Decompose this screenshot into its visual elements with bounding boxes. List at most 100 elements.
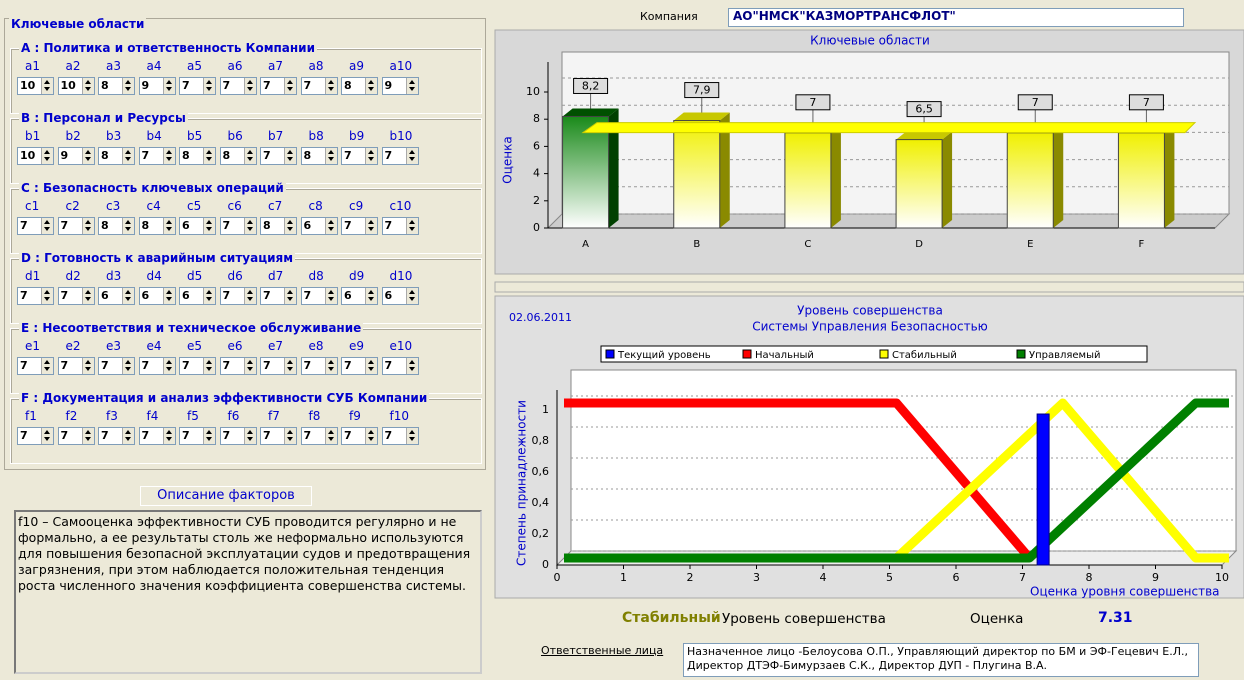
factor-spinner[interactable]: 7 (260, 357, 297, 375)
spinner-buttons[interactable] (41, 288, 53, 304)
factor-spinner[interactable]: 6 (300, 217, 338, 235)
spinner-buttons[interactable] (162, 148, 175, 164)
factor-spinner[interactable]: 7 (260, 147, 297, 165)
spin-up[interactable] (287, 430, 293, 434)
spin-down[interactable] (206, 297, 212, 301)
spin-down[interactable] (125, 157, 131, 161)
spinner-buttons[interactable] (324, 148, 337, 164)
spin-up[interactable] (84, 150, 91, 154)
spinner-buttons[interactable] (243, 148, 256, 164)
spin-up[interactable] (408, 80, 415, 84)
spin-up[interactable] (165, 150, 172, 154)
factor-spinner[interactable]: 8 (219, 147, 257, 165)
spin-down[interactable] (84, 157, 91, 161)
spin-up[interactable] (206, 220, 212, 224)
spinner-buttons[interactable] (81, 148, 94, 164)
factor-spinner[interactable]: 10 (17, 147, 54, 165)
factor-spinner[interactable]: 7 (260, 427, 297, 445)
spin-down[interactable] (165, 437, 172, 441)
spin-down[interactable] (408, 297, 415, 301)
spin-down[interactable] (84, 297, 91, 301)
spinner-buttons[interactable] (162, 288, 175, 304)
spin-up[interactable] (287, 150, 293, 154)
spinner-buttons[interactable] (41, 358, 53, 374)
spin-up[interactable] (44, 150, 50, 154)
spin-up[interactable] (368, 80, 374, 84)
spin-down[interactable] (327, 297, 334, 301)
spin-up[interactable] (408, 360, 415, 364)
spin-down[interactable] (287, 437, 293, 441)
factor-spinner[interactable]: 7 (381, 357, 419, 375)
spin-up[interactable] (44, 290, 50, 294)
spin-up[interactable] (44, 80, 50, 84)
spin-up[interactable] (327, 290, 334, 294)
spin-down[interactable] (125, 437, 131, 441)
spin-up[interactable] (125, 290, 131, 294)
factor-spinner[interactable]: 6 (179, 217, 216, 235)
spinner-buttons[interactable] (405, 288, 418, 304)
factor-spinner[interactable]: 7 (17, 217, 54, 235)
spinner-buttons[interactable] (203, 358, 215, 374)
spinner-buttons[interactable] (162, 218, 175, 234)
spin-up[interactable] (125, 430, 131, 434)
spin-down[interactable] (246, 437, 253, 441)
factor-spinner[interactable]: 7 (57, 357, 95, 375)
factor-spinner[interactable]: 7 (17, 287, 54, 305)
factor-spinner[interactable]: 7 (57, 427, 95, 445)
spin-up[interactable] (287, 360, 293, 364)
factor-spinner[interactable]: 7 (341, 147, 378, 165)
spin-down[interactable] (44, 437, 50, 441)
spin-down[interactable] (84, 87, 91, 91)
spinner-buttons[interactable] (122, 218, 134, 234)
spin-up[interactable] (84, 290, 91, 294)
factor-spinner[interactable]: 7 (17, 427, 54, 445)
spinner-buttons[interactable] (122, 148, 134, 164)
spin-up[interactable] (246, 80, 253, 84)
spinner-buttons[interactable] (81, 358, 94, 374)
spin-down[interactable] (287, 87, 293, 91)
spin-up[interactable] (206, 150, 212, 154)
spinner-buttons[interactable] (284, 358, 296, 374)
spin-up[interactable] (368, 220, 374, 224)
spinner-buttons[interactable] (284, 78, 296, 94)
factor-spinner[interactable]: 7 (219, 357, 257, 375)
spinner-buttons[interactable] (203, 428, 215, 444)
factor-spinner[interactable]: 8 (179, 147, 216, 165)
spin-up[interactable] (44, 360, 50, 364)
spin-up[interactable] (44, 430, 50, 434)
company-value[interactable]: АО"НМСК"КАЗМОРТРАНСФЛОТ" (728, 8, 1184, 27)
factor-spinner[interactable]: 7 (381, 427, 419, 445)
factor-spinner[interactable]: 7 (219, 427, 257, 445)
spin-up[interactable] (287, 290, 293, 294)
factor-spinner[interactable]: 7 (17, 357, 54, 375)
spinner-buttons[interactable] (243, 218, 256, 234)
factor-spinner[interactable]: 7 (179, 427, 216, 445)
spin-up[interactable] (368, 150, 374, 154)
spin-down[interactable] (408, 157, 415, 161)
spinner-buttons[interactable] (284, 288, 296, 304)
spinner-buttons[interactable] (81, 218, 94, 234)
spinner-buttons[interactable] (324, 288, 337, 304)
spinner-buttons[interactable] (122, 288, 134, 304)
spin-down[interactable] (246, 367, 253, 371)
factor-spinner[interactable]: 7 (260, 77, 297, 95)
factor-spinner[interactable]: 6 (98, 287, 135, 305)
spin-up[interactable] (84, 430, 91, 434)
spin-up[interactable] (327, 80, 334, 84)
spinner-buttons[interactable] (284, 148, 296, 164)
factor-spinner[interactable]: 7 (341, 217, 378, 235)
spinner-buttons[interactable] (41, 148, 53, 164)
spinner-buttons[interactable] (81, 288, 94, 304)
factor-spinner[interactable]: 7 (300, 427, 338, 445)
factor-spinner[interactable]: 10 (17, 77, 54, 95)
factor-spinner[interactable]: 7 (219, 217, 257, 235)
spinner-buttons[interactable] (324, 78, 337, 94)
factor-spinner[interactable]: 8 (98, 147, 135, 165)
factor-spinner[interactable]: 9 (138, 77, 176, 95)
spin-down[interactable] (84, 437, 91, 441)
spinner-buttons[interactable] (162, 428, 175, 444)
spin-up[interactable] (165, 220, 172, 224)
spin-down[interactable] (165, 157, 172, 161)
spin-up[interactable] (206, 360, 212, 364)
spin-down[interactable] (246, 297, 253, 301)
